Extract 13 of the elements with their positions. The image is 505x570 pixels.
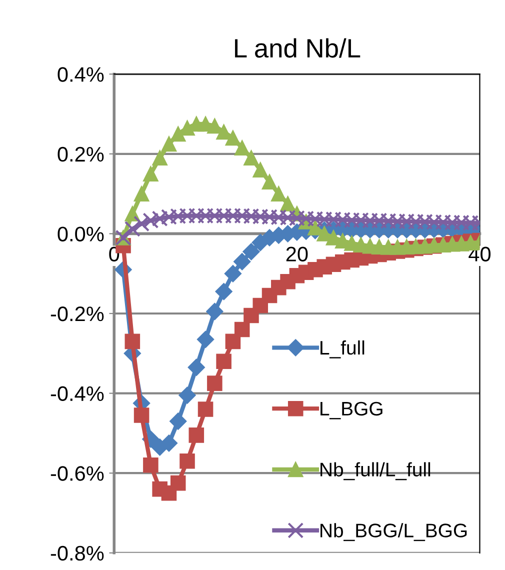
legend-label: Nb_full/L_full: [320, 462, 430, 480]
legend-label: L_full: [320, 340, 364, 358]
legend-label: Nb_BGG/L_BGG: [320, 523, 467, 542]
y-tick-label: -0.2%: [50, 306, 104, 322]
y-tick-label: 0.4%: [58, 67, 104, 82]
legend-label: L_BGG: [320, 402, 382, 420]
y-tick-label: -0.6%: [50, 466, 104, 481]
y-tick-label: -0.4%: [50, 386, 104, 402]
y-tick-label: 0.2%: [58, 146, 104, 162]
y-tick-label: 0.0%: [58, 226, 104, 242]
chart-title: L and Nb/L: [235, 38, 360, 58]
y-tick-label: -0.8%: [50, 546, 104, 561]
x-tick-label: 20: [286, 246, 308, 262]
